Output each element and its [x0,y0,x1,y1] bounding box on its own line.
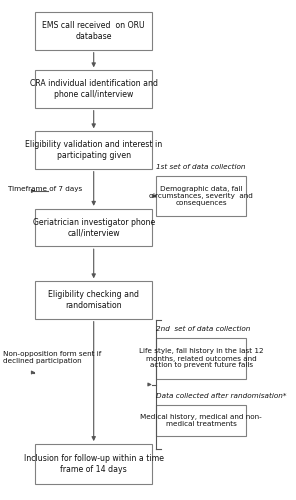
Text: Life style, fall history in the last 12
months, related outcomes and
action to p: Life style, fall history in the last 12 … [139,348,264,368]
FancyBboxPatch shape [36,444,152,484]
Text: CRA individual identification and
phone call/interview: CRA individual identification and phone … [30,80,158,98]
Text: Demographic data, fall
circumstances, severity  and
consequences: Demographic data, fall circumstances, se… [149,186,253,206]
Text: 2nd  set of data collection: 2nd set of data collection [156,326,251,332]
FancyBboxPatch shape [36,70,152,108]
Text: Eligibility checking and
randomisation: Eligibility checking and randomisation [48,290,139,310]
FancyBboxPatch shape [36,12,152,50]
Text: 1st set of data collection: 1st set of data collection [156,164,246,170]
Text: Eligibility validation and interest in
participating given: Eligibility validation and interest in p… [25,140,162,160]
FancyBboxPatch shape [156,176,246,216]
Text: Inclusion for follow-up within a time
frame of 14 days: Inclusion for follow-up within a time fr… [24,454,164,473]
FancyBboxPatch shape [156,404,246,436]
Text: Timeframe of 7 days: Timeframe of 7 days [8,186,82,192]
Text: Medical history, medical and non-
medical treatments: Medical history, medical and non- medica… [141,414,262,426]
Text: Data collected after randomisation*: Data collected after randomisation* [156,392,287,398]
Text: Geriatrician investigator phone
call/interview: Geriatrician investigator phone call/int… [33,218,155,237]
Text: Non-opposition form sent if
declined participation: Non-opposition form sent if declined par… [3,351,101,364]
FancyBboxPatch shape [156,338,246,379]
FancyBboxPatch shape [36,281,152,319]
FancyBboxPatch shape [36,209,152,246]
FancyBboxPatch shape [36,132,152,169]
Text: EMS call received  on ORU
database: EMS call received on ORU database [42,22,145,40]
